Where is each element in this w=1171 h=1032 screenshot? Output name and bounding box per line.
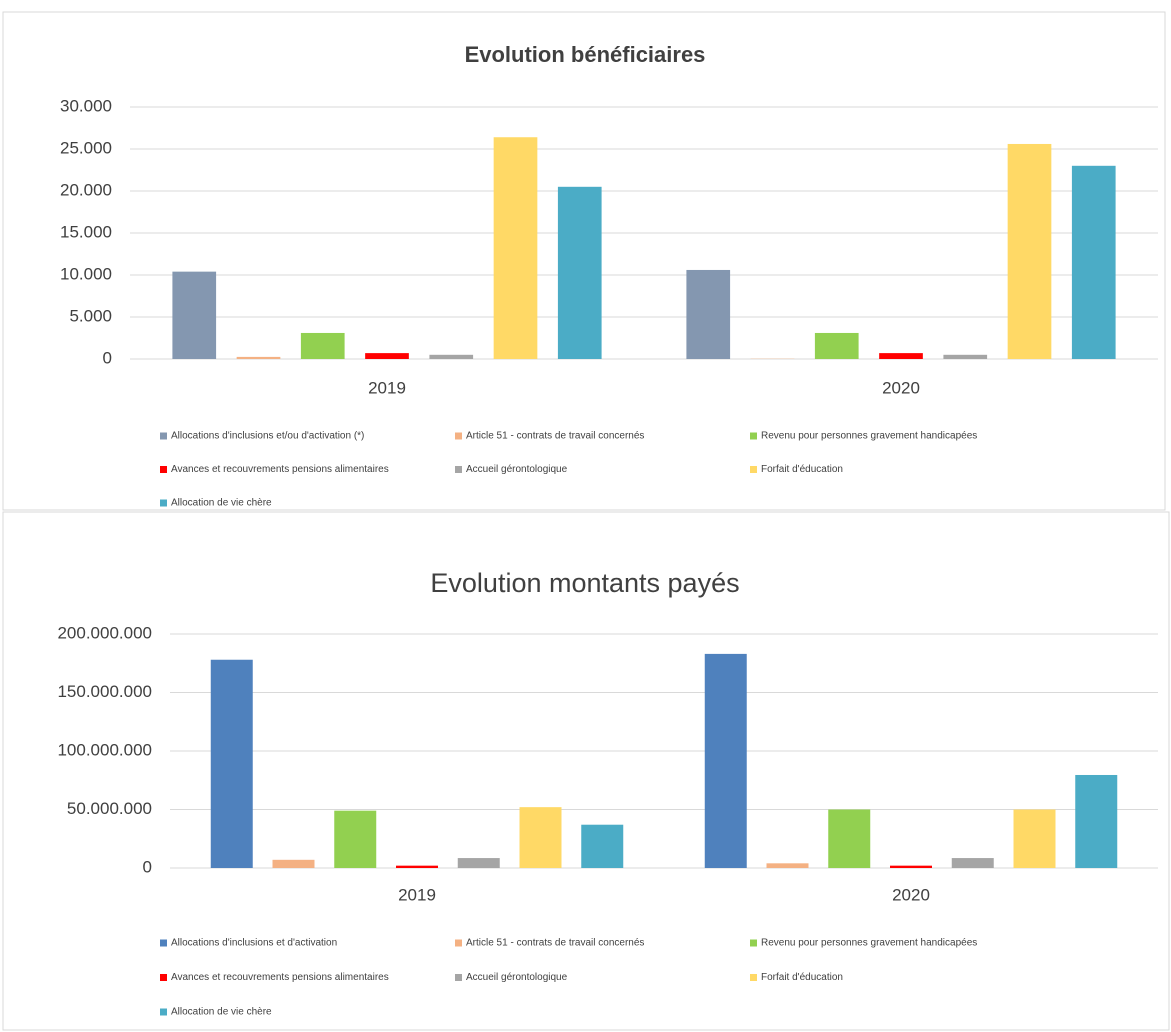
chart-title: Evolution bénéficiaires (465, 42, 706, 67)
legend-swatch (455, 939, 462, 947)
legend-swatch (750, 974, 757, 981)
legend-swatch (160, 939, 167, 947)
bar (814, 332, 859, 359)
bar (581, 824, 624, 868)
chart-title: Evolution montants payés (430, 568, 739, 598)
bar (272, 859, 315, 868)
legend-label: Revenu pour personnes gravement handicap… (761, 431, 977, 442)
legend-label: Article 51 - contrats de travail concern… (466, 938, 644, 949)
y-tick-label: 10.000 (60, 264, 112, 283)
x-tick-label: 2019 (398, 885, 436, 904)
bar (828, 809, 871, 868)
y-tick-label: 25.000 (60, 138, 112, 157)
y-tick-label: 100.000.000 (57, 740, 152, 759)
bar (334, 810, 377, 868)
legend-label: Allocation de vie chère (171, 498, 272, 509)
bar (951, 858, 994, 868)
legend-swatch (455, 466, 462, 473)
legend-label: Allocations d'inclusions et d'activation (171, 938, 337, 949)
legend-label: Forfait d'éducation (761, 972, 843, 983)
bar (1007, 143, 1052, 359)
bar (704, 653, 747, 868)
legend-swatch (455, 974, 462, 981)
bar (766, 863, 809, 868)
legend-label: Accueil gérontologique (466, 972, 568, 983)
x-tick-label: 2020 (882, 378, 920, 397)
legend-swatch (160, 432, 167, 440)
legend-label: Revenu pour personnes gravement handicap… (761, 938, 977, 949)
legend-swatch (750, 939, 757, 947)
legend-label: Allocation de vie chère (171, 1007, 272, 1018)
bar (172, 271, 217, 359)
bar (890, 865, 932, 868)
bar (557, 186, 602, 359)
y-tick-label: 0 (143, 857, 152, 876)
bar (236, 356, 281, 359)
bar (519, 807, 562, 868)
x-tick-label: 2019 (368, 378, 406, 397)
bar (210, 659, 253, 868)
y-tick-label: 15.000 (60, 222, 112, 241)
legend-swatch (750, 432, 757, 440)
x-tick-label: 2020 (892, 885, 930, 904)
y-tick-label: 5.000 (69, 306, 112, 325)
y-tick-label: 200.000.000 (57, 623, 152, 642)
legend-label: Accueil gérontologique (466, 464, 568, 475)
bar (365, 353, 409, 359)
panel (2, 511, 1170, 1031)
legend-swatch (160, 974, 167, 981)
legend-label: Article 51 - contrats de travail concern… (466, 431, 644, 442)
bar (879, 353, 923, 359)
legend-label: Forfait d'éducation (761, 464, 843, 475)
legend-label: Avances et recouvrements pensions alimen… (171, 972, 389, 983)
y-tick-label: 30.000 (60, 96, 112, 115)
y-tick-label: 50.000.000 (67, 799, 152, 818)
y-tick-label: 150.000.000 (57, 682, 152, 701)
legend-swatch (160, 499, 167, 507)
bar (493, 137, 538, 359)
legend-swatch (455, 432, 462, 440)
legend-swatch (160, 1008, 167, 1016)
y-tick-label: 20.000 (60, 180, 112, 199)
bar (396, 865, 438, 868)
bar (1013, 809, 1056, 868)
bar (1071, 165, 1116, 359)
legend-label: Avances et recouvrements pensions alimen… (171, 464, 389, 475)
y-tick-label: 0 (103, 348, 112, 367)
bar (457, 858, 500, 868)
bar (429, 354, 474, 359)
legend-swatch (160, 466, 167, 473)
bar (686, 269, 731, 359)
legend-label: Allocations d'inclusions et/ou d'activat… (171, 431, 364, 442)
bar (943, 354, 988, 359)
bar (1075, 774, 1118, 868)
bar (300, 332, 345, 359)
legend-swatch (750, 466, 757, 473)
